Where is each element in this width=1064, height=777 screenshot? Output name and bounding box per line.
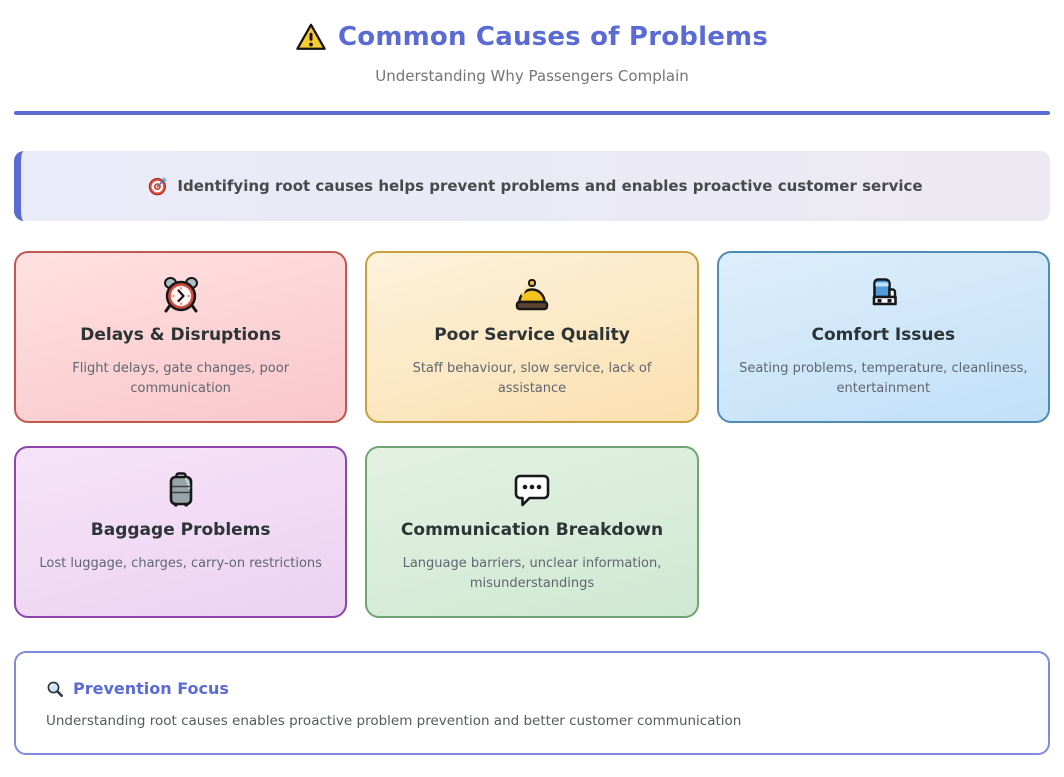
key-message-text: Identifying root causes helps prevent pr… — [177, 177, 923, 195]
bellhop-bell-icon — [512, 273, 552, 317]
card-comfort-issues: Comfort Issues Seating problems, tempera… — [716, 251, 1050, 423]
page-subtitle: Understanding Why Passengers Complain — [375, 67, 689, 85]
card-description: Language barriers, unclear information, … — [402, 556, 662, 592]
page-title: Common Causes of Problems — [337, 22, 768, 52]
card-title: Baggage Problems — [90, 520, 271, 540]
key-message-banner: Identifying root causes helps prevent pr… — [14, 151, 1050, 221]
card-description: Lost luggage, charges, carry-on restrict… — [39, 556, 322, 571]
seat-icon — [863, 273, 903, 317]
warning-icon — [296, 22, 326, 52]
header: Common Causes of Problems Understanding … — [14, 22, 1050, 85]
footer-description: Understanding root causes enables proact… — [46, 713, 742, 729]
magnifier-icon — [46, 680, 64, 698]
cause-cards-grid: Delays & Disruptions Flight delays, gate… — [14, 251, 1050, 618]
card-poor-service-quality: Poor Service Quality Staff behaviour, sl… — [365, 251, 699, 423]
card-title: Poor Service Quality — [434, 325, 630, 345]
card-description: Flight delays, gate changes, poor commun… — [72, 361, 290, 397]
card-title: Delays & Disruptions — [80, 325, 282, 345]
card-delays-disruptions: Delays & Disruptions Flight delays, gate… — [14, 251, 348, 423]
card-baggage-problems: Baggage Problems Lost luggage, charges, … — [14, 446, 348, 618]
prevention-focus-panel: Prevention Focus Understanding root caus… — [14, 651, 1050, 755]
divider — [14, 111, 1050, 115]
card-title: Communication Breakdown — [400, 520, 664, 540]
luggage-icon — [161, 468, 201, 512]
card-description: Seating problems, temperature, cleanline… — [739, 361, 1028, 397]
footer-title: Prevention Focus — [73, 679, 229, 698]
card-title: Comfort Issues — [811, 325, 956, 345]
dart-target-icon — [148, 176, 168, 196]
card-description: Staff behaviour, slow service, lack of a… — [412, 361, 652, 397]
speech-bubble-icon — [512, 468, 552, 512]
card-communication-breakdown: Communication Breakdown Language barrier… — [365, 446, 699, 618]
alarm-clock-icon — [161, 273, 201, 317]
